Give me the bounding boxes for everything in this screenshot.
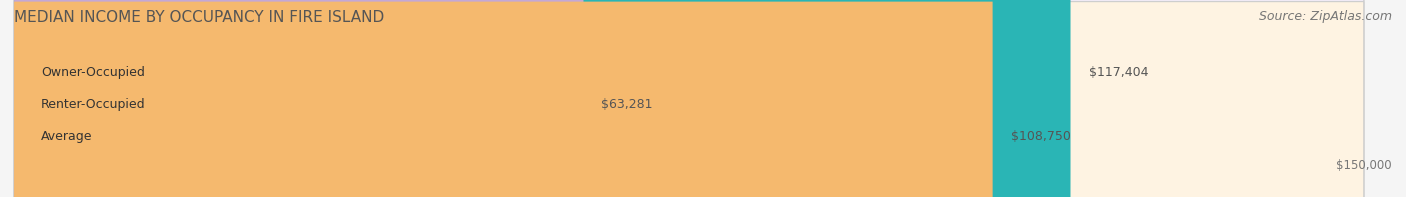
FancyBboxPatch shape <box>14 2 993 197</box>
FancyBboxPatch shape <box>14 0 1070 197</box>
FancyBboxPatch shape <box>14 0 1364 197</box>
FancyBboxPatch shape <box>14 0 1364 197</box>
Text: $63,281: $63,281 <box>602 98 652 111</box>
Text: $117,404: $117,404 <box>1088 66 1149 79</box>
Text: Source: ZipAtlas.com: Source: ZipAtlas.com <box>1258 10 1392 23</box>
FancyBboxPatch shape <box>14 0 583 197</box>
Text: MEDIAN INCOME BY OCCUPANCY IN FIRE ISLAND: MEDIAN INCOME BY OCCUPANCY IN FIRE ISLAN… <box>14 10 384 25</box>
FancyBboxPatch shape <box>14 2 1364 197</box>
Text: Average: Average <box>41 130 93 143</box>
Text: Owner-Occupied: Owner-Occupied <box>41 66 145 79</box>
Text: $108,750: $108,750 <box>1011 130 1070 143</box>
Text: Renter-Occupied: Renter-Occupied <box>41 98 146 111</box>
